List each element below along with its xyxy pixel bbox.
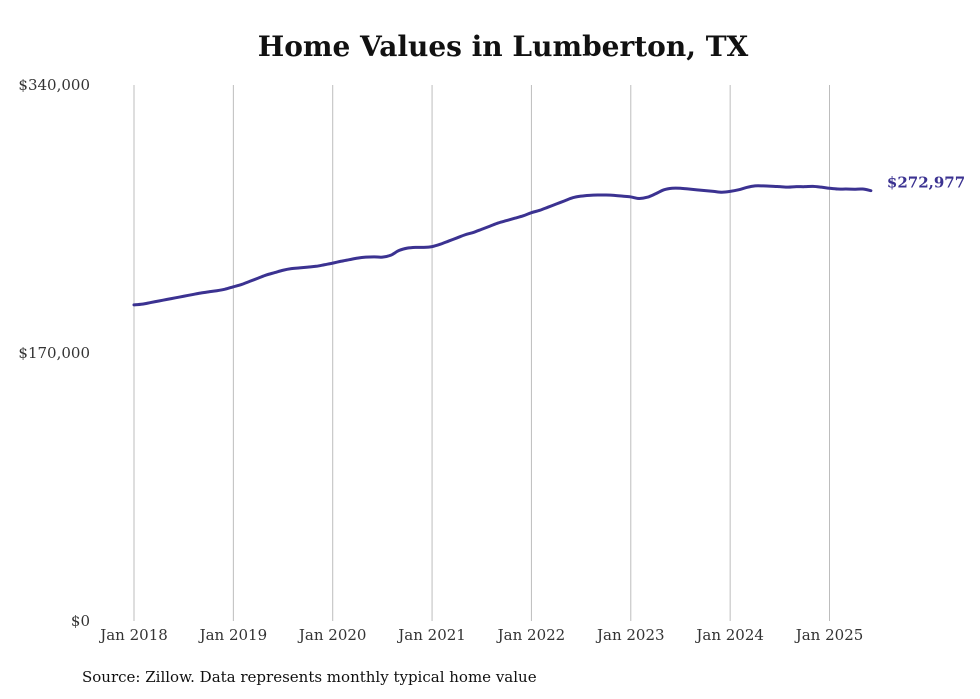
x-axis-labels: Jan 2018 Jan 2019 Jan 2020 Jan 2021 Jan 2022… bbox=[98, 626, 863, 644]
x-tick-label: Jan 2021 bbox=[396, 626, 466, 644]
x-tick-label: Jan 2024 bbox=[694, 626, 764, 644]
chart-title: Home Values in Lumberton, TX bbox=[257, 30, 749, 63]
x-tick-label: Jan 2022 bbox=[496, 626, 566, 644]
source-note: Source: Zillow. Data represents monthly … bbox=[82, 668, 537, 686]
y-tick-label: $0 bbox=[71, 612, 90, 630]
latest-value-label: $272,977 bbox=[887, 174, 965, 192]
x-tick-label: Jan 2019 bbox=[198, 626, 268, 644]
home-value-line bbox=[132, 184, 873, 307]
x-tick-label: Jan 2018 bbox=[98, 626, 168, 644]
x-tick-label: Jan 2020 bbox=[297, 626, 367, 644]
x-tick-label: Jan 2025 bbox=[794, 626, 864, 644]
y-tick-label: $340,000 bbox=[18, 76, 90, 94]
x-tick-label: Jan 2023 bbox=[595, 626, 665, 644]
gridlines bbox=[133, 85, 830, 621]
y-tick-label: $170,000 bbox=[18, 344, 90, 362]
y-axis-labels: $0 $170,000 $340,000 bbox=[18, 76, 90, 630]
